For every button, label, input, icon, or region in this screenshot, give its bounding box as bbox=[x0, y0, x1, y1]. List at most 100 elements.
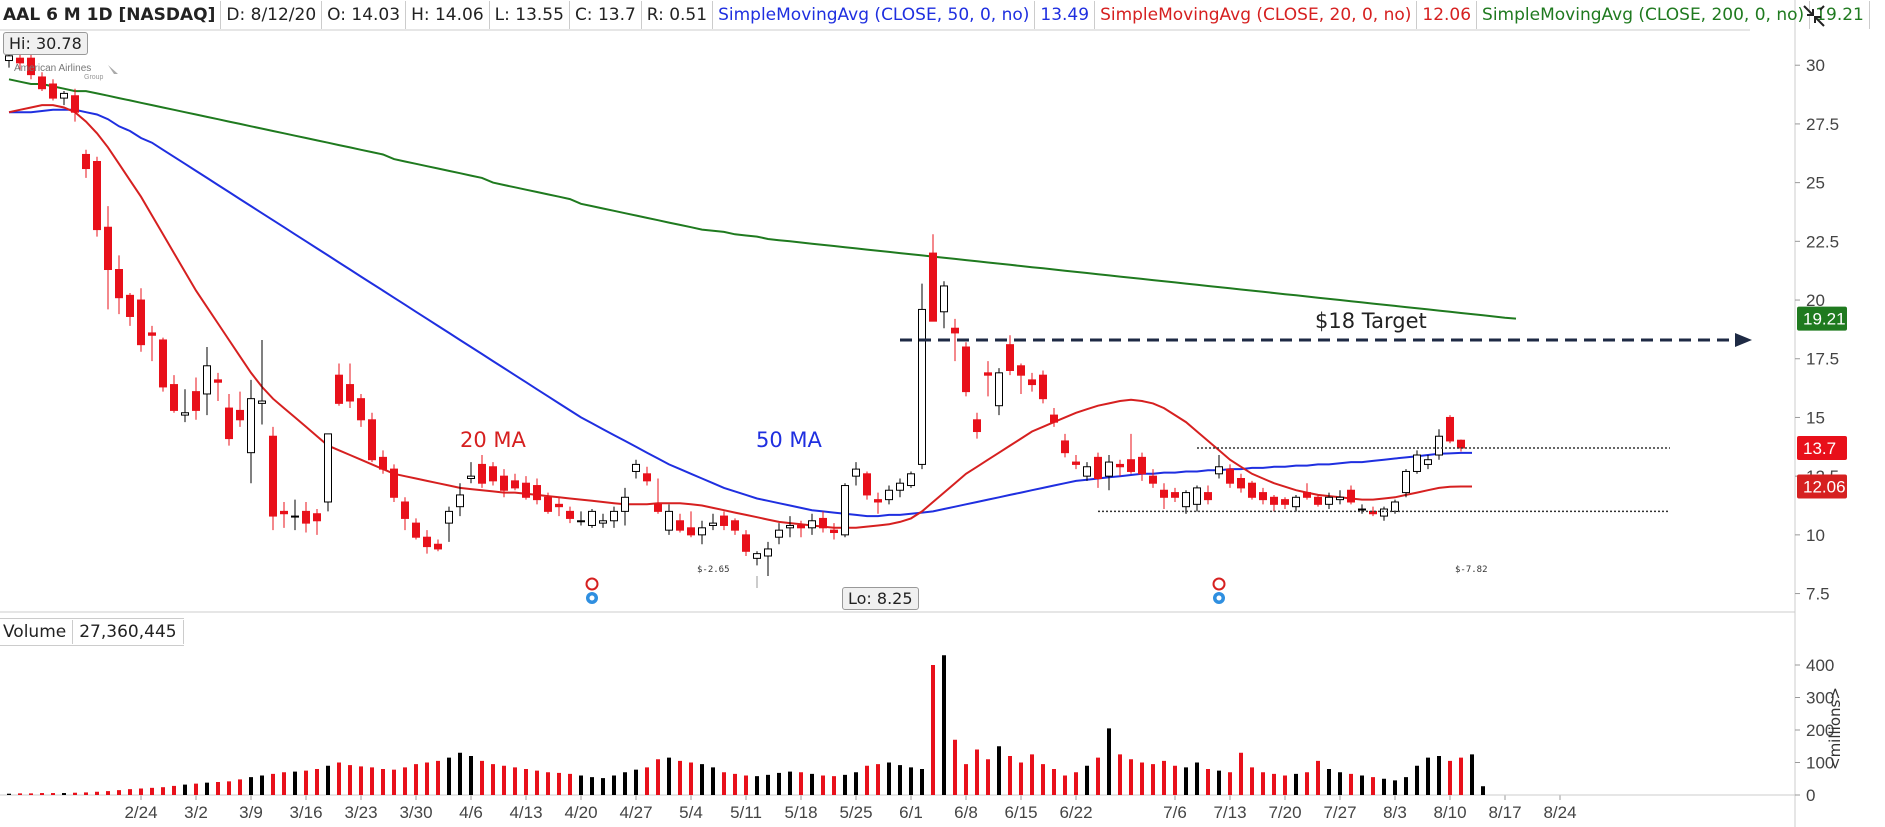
volume-bar bbox=[1074, 772, 1078, 795]
earnings-icon-2-dot bbox=[1216, 595, 1222, 601]
candle-body bbox=[1039, 374, 1047, 400]
volume-value: 27,360,445 bbox=[79, 622, 177, 642]
volume-bar bbox=[568, 773, 572, 795]
candle-body bbox=[1226, 468, 1234, 484]
candle-body bbox=[665, 510, 673, 531]
y-tick-label: 7.5 bbox=[1806, 585, 1830, 604]
candle-body bbox=[940, 285, 948, 313]
volume-bar bbox=[1030, 754, 1034, 795]
volume-bar bbox=[1239, 752, 1243, 795]
sma200-label[interactable]: SimpleMovingAvg (CLOSE, 200, 0, no) bbox=[1482, 5, 1805, 25]
candle-body bbox=[379, 456, 387, 470]
sma50-label[interactable]: SimpleMovingAvg (CLOSE, 50, 0, no) bbox=[718, 5, 1030, 25]
candle-body bbox=[797, 524, 805, 529]
candle-body bbox=[1050, 414, 1058, 423]
sma20-label[interactable]: SimpleMovingAvg (CLOSE, 20, 0, no) bbox=[1100, 5, 1412, 25]
sma200-line bbox=[8, 78, 1517, 320]
volume-bar bbox=[689, 762, 693, 795]
earnings-icon-2-top bbox=[1212, 577, 1226, 591]
candle-body bbox=[1391, 501, 1399, 512]
y-tick-label: 30 bbox=[1806, 56, 1825, 75]
volume-bar bbox=[524, 769, 528, 795]
volume-tick-label: 0 bbox=[1806, 786, 1815, 805]
x-tick-label: 8/10 bbox=[1433, 803, 1466, 822]
candle-body bbox=[654, 503, 662, 512]
volume-bar bbox=[73, 792, 77, 795]
earnings-label-1: $-2.65 bbox=[697, 565, 730, 575]
volume-bar bbox=[337, 762, 341, 795]
candle-body bbox=[522, 482, 530, 498]
candle-body bbox=[159, 339, 167, 388]
candle-body bbox=[863, 473, 871, 496]
low-readout: L: 13.55 bbox=[494, 5, 564, 25]
candle-body bbox=[984, 372, 992, 376]
volume-bar bbox=[1415, 765, 1419, 795]
candle-body bbox=[5, 55, 13, 62]
volume-bar bbox=[590, 777, 594, 795]
candle-body bbox=[731, 520, 739, 531]
x-tick-label: 7/20 bbox=[1268, 803, 1301, 822]
sma50-value: 13.49 bbox=[1040, 5, 1090, 25]
volume-bar bbox=[381, 769, 385, 795]
volume-bar bbox=[117, 790, 121, 795]
y-tick-label: 15 bbox=[1806, 408, 1825, 427]
ma20-annotation: 20 MA bbox=[460, 428, 526, 452]
volume-bar bbox=[304, 770, 308, 795]
volume-bar bbox=[898, 765, 902, 795]
range-readout: R: 0.51 bbox=[646, 5, 708, 25]
candle-body bbox=[1072, 461, 1080, 465]
volume-bar bbox=[1305, 772, 1309, 795]
x-tick-label: 4/6 bbox=[459, 803, 483, 822]
volume-bar bbox=[480, 760, 484, 795]
volume-bar bbox=[722, 772, 726, 795]
candle-body bbox=[82, 153, 90, 170]
candle-body bbox=[830, 529, 838, 534]
candle-body bbox=[676, 520, 684, 531]
candle-body bbox=[1171, 492, 1179, 498]
collapse-arrows-icon[interactable] bbox=[1800, 2, 1828, 30]
y-tick-label: 25 bbox=[1806, 174, 1825, 193]
candle-body bbox=[1182, 492, 1190, 508]
volume-bar bbox=[128, 789, 132, 795]
close-readout: C: 13.7 bbox=[574, 5, 636, 25]
x-tick-label: 7/13 bbox=[1213, 803, 1246, 822]
volume-bar bbox=[260, 775, 264, 795]
candle-body bbox=[599, 520, 607, 524]
volume-bar bbox=[645, 767, 649, 795]
candle-body bbox=[49, 83, 57, 99]
x-tick-label: 7/6 bbox=[1163, 803, 1187, 822]
candle-body bbox=[324, 433, 332, 503]
candle-body bbox=[1347, 489, 1355, 503]
volume-bar bbox=[1294, 773, 1298, 795]
candle-body bbox=[214, 379, 222, 383]
candle-body bbox=[346, 384, 354, 402]
volume-bar bbox=[1008, 756, 1012, 795]
candle-body bbox=[533, 485, 541, 501]
candle-body bbox=[1248, 482, 1256, 498]
candle-body bbox=[753, 553, 761, 559]
volume-bar bbox=[1316, 760, 1320, 795]
candle-body bbox=[236, 409, 244, 421]
candle-body bbox=[1237, 478, 1245, 489]
x-tick-label: 4/20 bbox=[564, 803, 597, 822]
candle-body bbox=[1424, 459, 1432, 465]
candle-body bbox=[610, 510, 618, 522]
x-tick-label: 3/2 bbox=[184, 803, 208, 822]
candle-body bbox=[643, 473, 651, 482]
candle-body bbox=[1204, 492, 1212, 501]
candle-body bbox=[60, 92, 68, 99]
candle-body bbox=[1094, 456, 1102, 480]
volume-bar bbox=[700, 764, 704, 795]
candle-body bbox=[313, 513, 321, 522]
volume-bar bbox=[7, 793, 11, 795]
volume-bar bbox=[183, 784, 187, 795]
volume-bar bbox=[1437, 756, 1441, 795]
volume-bar bbox=[579, 775, 583, 795]
volume-bar bbox=[1283, 775, 1287, 795]
x-tick-label: 6/1 bbox=[899, 803, 923, 822]
overlay: 19.21 13.7 12.06 bbox=[585, 306, 1847, 604]
volume-bar bbox=[1206, 769, 1210, 795]
open-readout: O: 14.03 bbox=[327, 5, 401, 25]
volume-bar bbox=[1129, 759, 1133, 795]
